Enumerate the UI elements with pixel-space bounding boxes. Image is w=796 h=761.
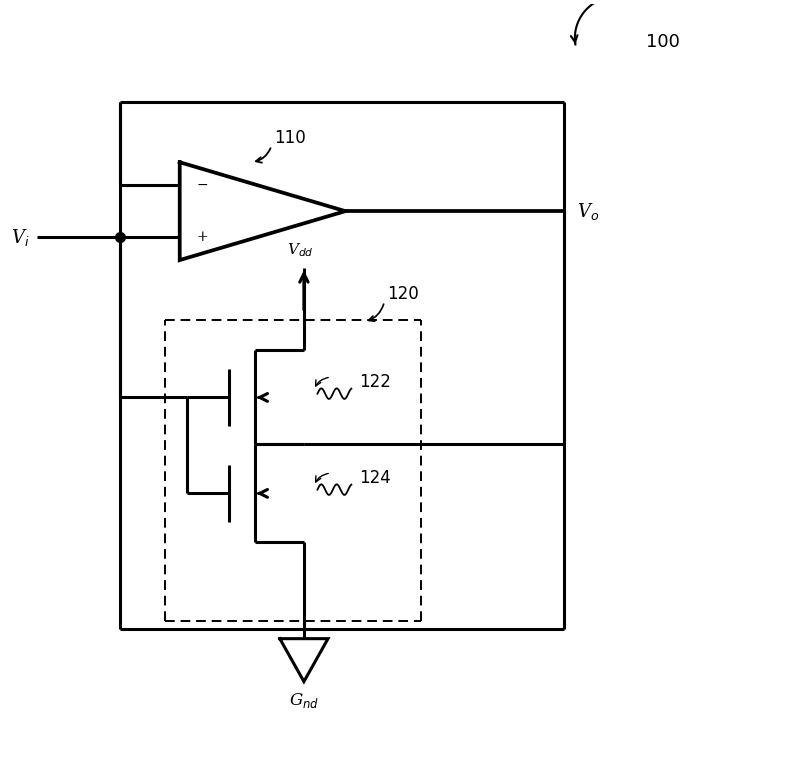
Text: 122: 122	[359, 374, 391, 391]
Text: V$_{dd}$: V$_{dd}$	[287, 241, 314, 259]
Text: 100: 100	[646, 33, 681, 51]
Text: G$_{nd}$: G$_{nd}$	[289, 690, 319, 709]
Text: V$_o$: V$_o$	[577, 201, 599, 221]
Text: +: +	[197, 231, 208, 244]
Text: 110: 110	[274, 129, 306, 147]
Text: V$_i$: V$_i$	[10, 227, 29, 248]
Text: −: −	[197, 178, 208, 192]
Text: 120: 120	[387, 285, 419, 303]
Text: 124: 124	[359, 470, 391, 487]
